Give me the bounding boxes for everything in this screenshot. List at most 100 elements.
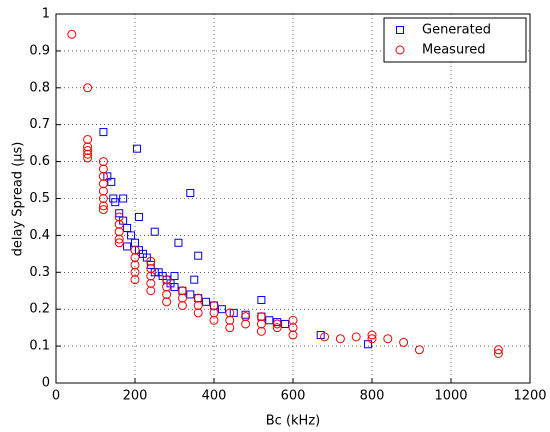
point <box>99 128 108 137</box>
point <box>132 144 141 153</box>
point <box>265 316 274 325</box>
plot-frame <box>55 13 531 384</box>
point <box>493 345 503 355</box>
point <box>119 194 128 203</box>
y-tick-label: 0.4 <box>29 228 50 243</box>
point <box>114 212 124 222</box>
point <box>130 245 140 255</box>
point <box>130 275 140 285</box>
point <box>107 177 116 186</box>
y-tick-label: 0.2 <box>29 302 50 317</box>
point <box>114 234 124 244</box>
point <box>177 301 187 311</box>
point <box>256 312 266 322</box>
point <box>186 290 195 299</box>
point <box>351 332 361 342</box>
point <box>98 186 108 196</box>
point <box>146 286 156 296</box>
point <box>288 315 298 325</box>
point <box>146 278 156 288</box>
y-tick-label: 0.7 <box>29 117 50 132</box>
point <box>493 348 503 358</box>
point <box>146 256 156 266</box>
point <box>335 334 345 344</box>
point <box>177 286 187 296</box>
point <box>225 315 235 325</box>
point <box>193 308 203 318</box>
point <box>202 297 211 306</box>
point <box>83 149 93 159</box>
point <box>209 301 219 311</box>
legend-marker <box>396 26 404 34</box>
point <box>98 164 108 174</box>
point <box>83 83 93 93</box>
point <box>130 267 140 277</box>
x-tick-label: 1000 <box>434 389 467 404</box>
legend-box <box>383 17 527 63</box>
legend-marker <box>395 45 405 55</box>
point <box>134 212 143 221</box>
point <box>288 323 298 333</box>
x-tick-label: 400 <box>202 389 227 404</box>
point <box>83 134 93 144</box>
y-tick-label: 0.6 <box>29 154 50 169</box>
point <box>256 319 266 329</box>
point <box>98 157 108 167</box>
point <box>383 334 393 344</box>
x-tick-label: 1200 <box>513 389 546 404</box>
point <box>111 198 120 207</box>
point <box>162 289 172 299</box>
point <box>150 227 159 236</box>
point <box>193 293 203 303</box>
point <box>98 194 108 203</box>
point <box>98 205 108 215</box>
point <box>217 305 226 314</box>
point <box>272 323 282 333</box>
y-tick-label: 0.9 <box>29 43 50 58</box>
point <box>98 179 108 189</box>
x-tick-label: 800 <box>360 389 385 404</box>
point <box>241 319 251 329</box>
point <box>193 301 203 311</box>
point <box>162 297 172 307</box>
point <box>170 271 179 280</box>
point <box>225 323 235 333</box>
point <box>67 29 77 39</box>
y-tick-label: 0.8 <box>29 80 50 95</box>
point <box>114 219 124 229</box>
point <box>162 282 172 292</box>
point <box>83 153 93 163</box>
point <box>367 330 377 340</box>
point <box>114 227 124 237</box>
point <box>225 308 235 318</box>
point <box>256 326 266 336</box>
point <box>399 337 409 347</box>
point <box>123 242 132 251</box>
point <box>114 238 124 248</box>
point <box>288 330 298 340</box>
point <box>130 253 140 263</box>
y-tick-label: 0.5 <box>29 191 50 206</box>
point <box>209 308 219 318</box>
point <box>83 146 93 156</box>
point <box>177 293 187 303</box>
point <box>162 275 172 285</box>
y-axis-label: delay Spread (μs) <box>11 142 26 257</box>
legend-label: Generated <box>422 23 491 38</box>
point <box>146 264 156 274</box>
x-tick-label: 200 <box>123 389 148 404</box>
point <box>414 345 424 355</box>
point <box>98 201 108 211</box>
point <box>186 188 195 197</box>
point <box>229 308 238 317</box>
y-tick-label: 0 <box>42 376 50 391</box>
point <box>130 260 140 270</box>
point <box>367 334 377 344</box>
point <box>241 312 251 322</box>
point <box>320 332 330 342</box>
y-tick-label: 1 <box>42 7 50 22</box>
point <box>190 275 199 284</box>
point <box>83 142 93 152</box>
x-tick-label: 600 <box>281 389 306 404</box>
